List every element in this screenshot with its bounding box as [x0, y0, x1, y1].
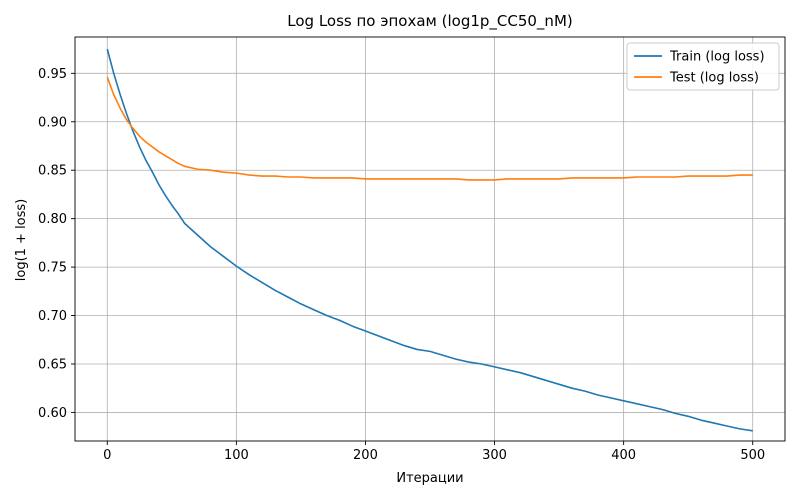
y-axis-label: log(1 + loss): [14, 199, 29, 282]
legend: Train (log loss) Test (log loss): [626, 42, 780, 91]
x-axis-label: Итерации: [396, 471, 463, 486]
x-tick-label-2: 200: [353, 448, 378, 463]
y-tick-label-2: 0.70: [38, 309, 67, 324]
plot-background: [75, 37, 785, 441]
x-tick-label-5: 500: [740, 448, 765, 463]
series-line-0: [106, 48, 753, 432]
axes: 0 100 200 300 400 500 0.60 0.65 0.70 0.75 0.80 0.85…: [38, 36, 786, 463]
legend-box: [626, 42, 780, 91]
legend-label-1: Test (log loss): [669, 71, 759, 86]
y-tick-label-3: 0.75: [38, 261, 67, 276]
series-layer: [106, 48, 753, 432]
y-tick-label-0: 0.60: [38, 406, 67, 421]
y-tick-label-6: 0.90: [38, 115, 67, 130]
chart-title: Log Loss по эпохам (log1p_CC50_nM): [287, 12, 572, 31]
y-tick-label-7: 0.95: [38, 67, 67, 82]
x-tick-label-1: 100: [224, 448, 249, 463]
x-tick-label-0: 0: [103, 448, 111, 463]
legend-label-0: Train (log loss): [669, 50, 765, 65]
y-tick-label-5: 0.85: [38, 164, 67, 179]
series-line-1: [106, 76, 753, 181]
plot-area: [75, 37, 785, 441]
y-tick-label-1: 0.65: [38, 357, 67, 372]
x-tick-label-3: 300: [482, 448, 507, 463]
x-tick-label-4: 400: [611, 448, 636, 463]
y-tick-label-4: 0.80: [38, 212, 67, 227]
plot-frame: [74, 36, 786, 442]
